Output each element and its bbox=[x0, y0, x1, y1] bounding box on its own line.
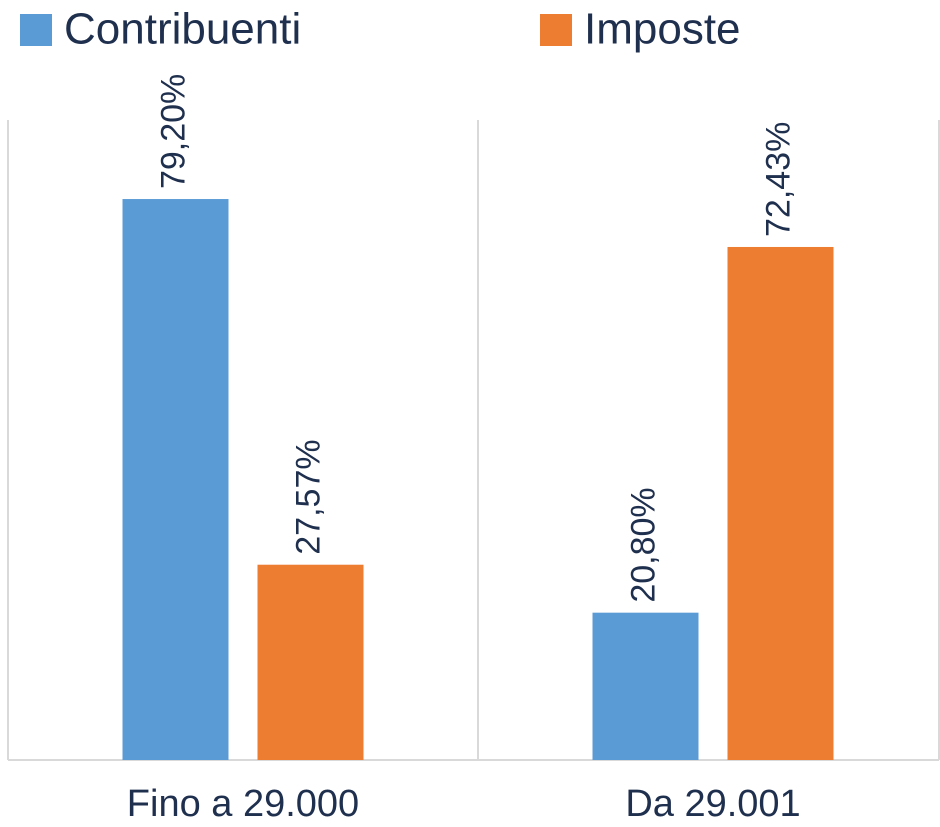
value-label: 79,20% bbox=[154, 74, 192, 189]
x-tick-label: Da 29.001 bbox=[625, 783, 800, 825]
legend-swatch bbox=[20, 14, 52, 46]
legend-label: Imposte bbox=[584, 5, 741, 54]
bar bbox=[122, 199, 229, 761]
bar bbox=[727, 246, 834, 760]
value-label: 20,80% bbox=[624, 487, 662, 602]
legend-swatch bbox=[540, 14, 572, 46]
bar bbox=[257, 564, 364, 760]
value-label: 27,57% bbox=[289, 439, 327, 554]
value-label: 72,43% bbox=[759, 122, 797, 237]
legend-label: Contribuenti bbox=[64, 5, 301, 54]
x-tick-label: Fino a 29.000 bbox=[127, 783, 359, 825]
bar bbox=[592, 612, 699, 760]
